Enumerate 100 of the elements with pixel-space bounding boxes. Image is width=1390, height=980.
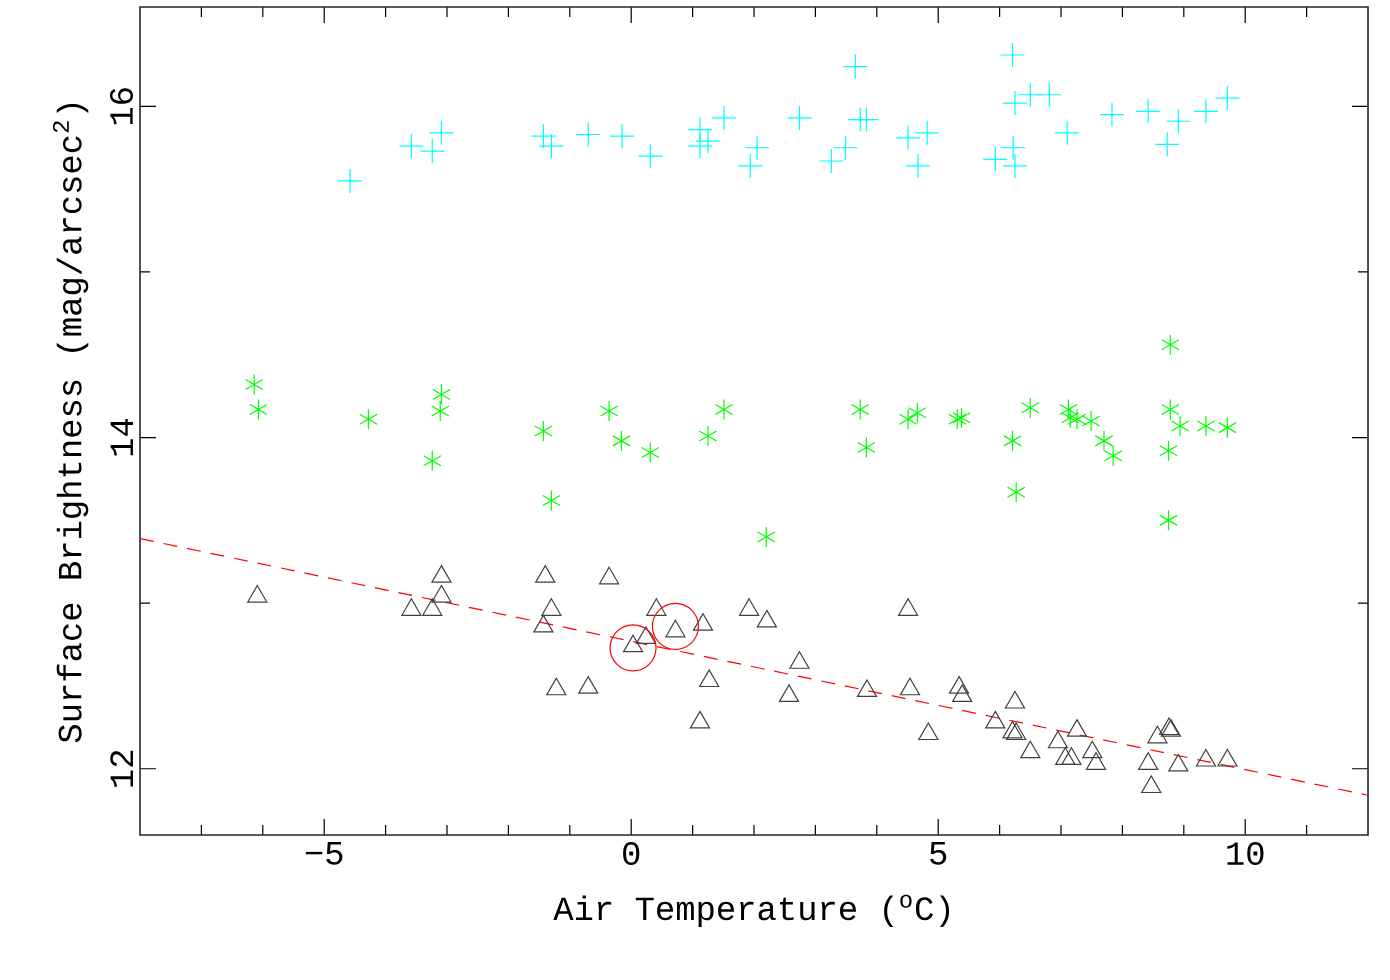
point (244, 373, 264, 396)
point (1218, 417, 1237, 439)
point (247, 584, 268, 603)
point (1214, 85, 1241, 111)
point (640, 441, 660, 464)
point (598, 566, 620, 585)
point (419, 138, 445, 164)
x-tick-label: 10 (1227, 842, 1264, 866)
point (1193, 98, 1219, 124)
x-tick-label: 5 (930, 842, 947, 865)
point (850, 398, 870, 421)
point (249, 398, 268, 421)
point (1054, 120, 1080, 146)
point (786, 105, 813, 131)
point (692, 613, 714, 631)
point (1165, 108, 1191, 134)
point (699, 669, 720, 688)
point (432, 383, 451, 406)
x-tick-label: 0 (623, 842, 640, 866)
point (1159, 509, 1178, 531)
point (952, 407, 971, 429)
point (982, 146, 1008, 172)
point (1082, 740, 1103, 759)
point (1036, 82, 1062, 108)
point (337, 168, 363, 194)
point (398, 133, 424, 159)
point (1006, 722, 1027, 741)
point (1170, 415, 1190, 437)
point (1003, 430, 1022, 452)
point (533, 614, 554, 633)
point (431, 584, 452, 603)
point (1154, 131, 1180, 158)
point (430, 400, 450, 422)
point (1168, 753, 1189, 772)
point (899, 677, 921, 696)
x-axis-title: Air Temperature ($^{o}$C) (553, 894, 950, 927)
point (575, 121, 601, 148)
point (1006, 481, 1026, 503)
point (857, 436, 876, 459)
point (1066, 719, 1088, 737)
point (1055, 747, 1076, 765)
point (1138, 752, 1159, 770)
point (1159, 440, 1178, 462)
point (744, 135, 770, 161)
point (914, 120, 940, 146)
point (651, 602, 700, 650)
point (1067, 408, 1087, 430)
point (948, 676, 970, 694)
y-tick-label: 16 (109, 88, 133, 125)
point (530, 123, 557, 149)
point (756, 609, 778, 628)
point (985, 710, 1006, 729)
point (422, 598, 443, 616)
point (635, 626, 657, 645)
point (689, 710, 711, 729)
point (1060, 407, 1080, 429)
point (711, 105, 737, 131)
point (646, 598, 667, 616)
point (999, 42, 1026, 68)
point (546, 677, 567, 696)
point (1021, 397, 1040, 419)
point (952, 684, 973, 702)
point (1004, 690, 1026, 709)
x-tick-label: −5 (305, 842, 343, 865)
point (578, 676, 599, 694)
point (1081, 410, 1101, 432)
point (1000, 135, 1026, 161)
point (609, 123, 635, 149)
point (897, 598, 919, 616)
point (1195, 748, 1217, 767)
point (1217, 748, 1238, 767)
point (895, 125, 921, 151)
point (757, 526, 776, 548)
point (423, 450, 442, 472)
point (541, 598, 562, 616)
point (359, 408, 378, 430)
point (818, 148, 844, 174)
point (1135, 98, 1161, 124)
point (1061, 747, 1082, 765)
point (1147, 725, 1168, 744)
point (698, 425, 718, 447)
y-tick-label: 12 (110, 750, 133, 787)
point (538, 133, 564, 159)
point (1099, 102, 1125, 128)
point (1059, 398, 1078, 421)
point (778, 684, 800, 702)
point (856, 679, 878, 698)
point (612, 430, 631, 452)
point (1002, 153, 1028, 179)
point (1196, 415, 1216, 437)
point (853, 107, 879, 133)
point (1161, 334, 1180, 356)
point (428, 120, 455, 146)
point (1161, 398, 1180, 421)
point (637, 143, 663, 169)
point (542, 489, 561, 512)
point (401, 598, 422, 616)
point (1141, 775, 1162, 794)
point (832, 135, 859, 161)
y-axis-title: Surface Brightness (mag/arcsec$^{2}$) (52, 104, 89, 743)
